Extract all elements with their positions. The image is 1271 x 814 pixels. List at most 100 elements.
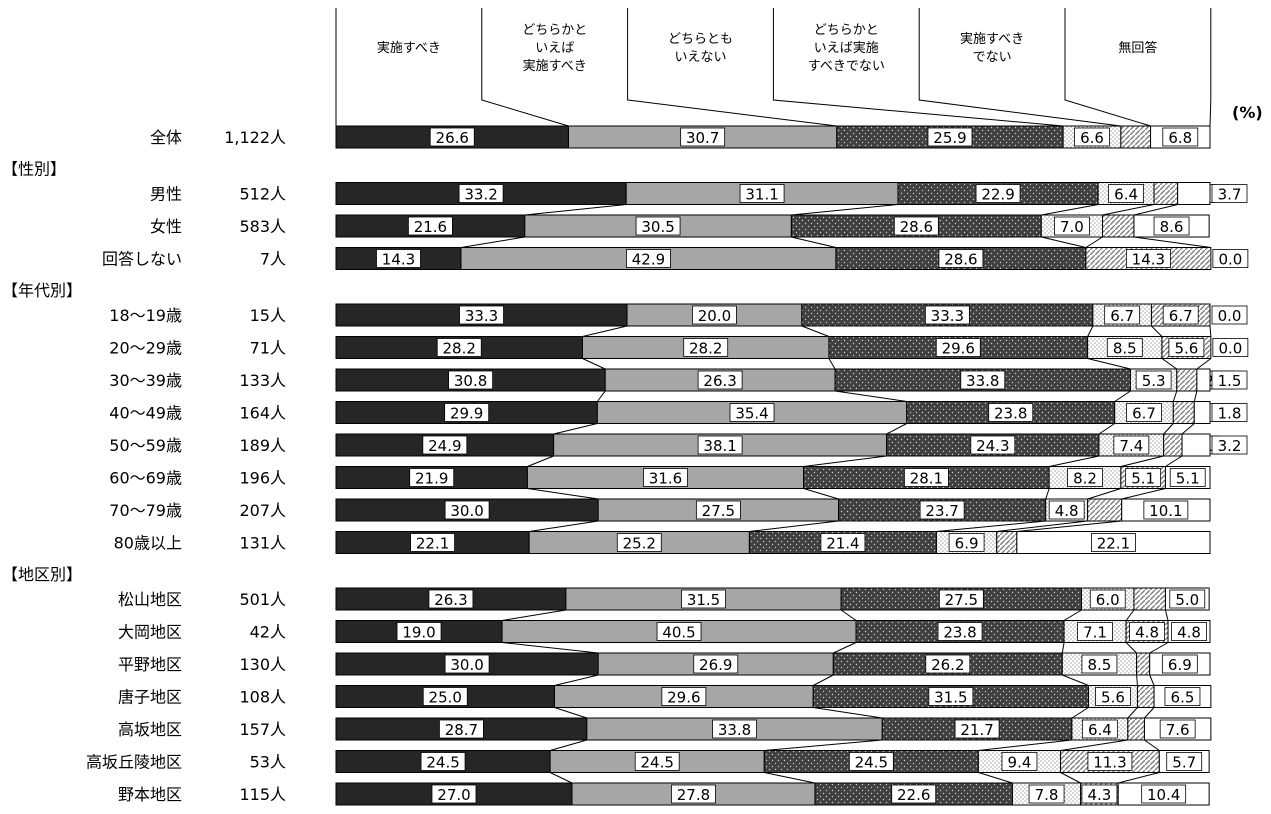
data-label-box <box>1048 500 1085 520</box>
connector-line <box>996 520 1088 532</box>
data-label-box <box>1104 305 1141 325</box>
connector-line <box>460 236 525 248</box>
data-label: 28.2 <box>689 340 722 358</box>
data-label: 7.4 <box>1119 437 1143 455</box>
bar-segment <box>1133 587 1166 611</box>
data-label-box <box>692 305 737 325</box>
data-label: 30.0 <box>450 502 483 520</box>
bar-segment <box>996 531 1018 554</box>
connector-line <box>1063 609 1082 621</box>
data-label: 33.3 <box>465 307 498 325</box>
connector-line <box>834 390 907 402</box>
bar-segment <box>1172 401 1195 424</box>
data-label: 9.4 <box>1008 754 1032 772</box>
data-label: 8.6 <box>1160 218 1184 236</box>
header-divider-line <box>772 8 1064 127</box>
legend-entry: どちらかと <box>522 23 587 38</box>
data-label-box <box>376 249 421 268</box>
row-label: 18～19歳 <box>109 306 182 325</box>
data-label: 21.6 <box>414 218 447 236</box>
data-label-box <box>1212 338 1249 357</box>
data-label-box <box>975 184 1021 203</box>
data-label: 27.5 <box>702 502 735 520</box>
data-label-box <box>1162 127 1199 147</box>
data-label-box <box>1135 370 1172 390</box>
row-label: 唐子地区 <box>118 688 182 707</box>
data-label: 26.6 <box>436 129 469 147</box>
data-label-box <box>1211 305 1248 325</box>
connector-line <box>1133 236 1211 248</box>
group-heading: 【性別】 <box>2 160 66 179</box>
data-label-box <box>924 305 970 325</box>
data-label-box <box>436 338 482 357</box>
row-label: 50～59歳 <box>109 436 182 455</box>
connector-line <box>764 772 816 784</box>
legend-entry: どちらとも <box>668 32 733 47</box>
data-label-box <box>1081 784 1118 804</box>
data-label: 33.8 <box>966 372 999 390</box>
data-label-box <box>1108 184 1144 203</box>
connector-line <box>1125 642 1137 654</box>
connector-line <box>886 423 907 435</box>
connector-line <box>1172 390 1178 402</box>
row-count: 512人 <box>239 185 286 204</box>
data-label: 7.6 <box>1166 721 1190 739</box>
data-label-box <box>439 719 484 739</box>
data-label-box <box>635 216 681 236</box>
row-label: 野本地区 <box>118 785 182 804</box>
bar-segment <box>1101 214 1135 238</box>
data-label-box <box>1126 403 1162 422</box>
connector-line <box>1061 642 1065 654</box>
data-label: 29.9 <box>450 405 483 423</box>
data-label: 14.3 <box>382 251 415 269</box>
connector-line <box>833 642 857 654</box>
data-label-box <box>656 622 702 641</box>
data-label-box <box>458 184 504 203</box>
data-label: 24.5 <box>640 754 673 772</box>
connector-line <box>1125 609 1135 621</box>
data-label: 5.7 <box>1172 754 1196 772</box>
legend-entry: いえば実施 <box>814 40 879 56</box>
unit-label: (%) <box>1232 103 1263 122</box>
connector-line <box>840 609 857 621</box>
data-label: 11.3 <box>1093 754 1126 772</box>
data-label: 22.1 <box>1097 535 1130 553</box>
data-label-box <box>1141 784 1187 804</box>
connector-line <box>582 358 606 370</box>
connector-line <box>502 642 599 654</box>
data-label-box <box>693 654 739 674</box>
row-count: 131人 <box>239 534 286 553</box>
data-label-box <box>1168 338 1205 357</box>
data-label-box <box>1166 752 1203 771</box>
legend-entry: いえない <box>674 50 726 65</box>
connector-line <box>1127 707 1138 719</box>
connector-line <box>1016 520 1122 532</box>
connector-line <box>1087 358 1131 370</box>
row-count: 583人 <box>239 217 286 236</box>
data-label: 21.7 <box>960 721 993 739</box>
data-label-box <box>970 435 1016 455</box>
data-label: 33.2 <box>464 186 497 204</box>
connector-line <box>1121 488 1166 500</box>
data-label-box <box>1212 249 1249 268</box>
data-label: 0.0 <box>1218 307 1242 325</box>
data-label-box <box>712 719 757 739</box>
data-label-box <box>1153 216 1190 236</box>
data-label: 40.5 <box>662 624 695 642</box>
data-label: 28.1 <box>910 470 943 488</box>
data-label: 5.1 <box>1176 470 1200 488</box>
data-label: 10.4 <box>1147 786 1180 804</box>
data-label: 26.2 <box>931 656 964 674</box>
data-label: 14.3 <box>1132 251 1165 269</box>
connector-line <box>828 358 836 370</box>
row-count: 133人 <box>239 371 286 390</box>
row-count: 7人 <box>260 250 286 269</box>
data-label-box <box>820 533 866 552</box>
connector-line <box>1062 674 1089 686</box>
row-count: 501人 <box>239 590 286 609</box>
row-count: 15人 <box>250 306 286 325</box>
data-label: 6.6 <box>1080 129 1104 147</box>
data-label: 29.6 <box>942 340 975 358</box>
data-label: 24.3 <box>976 437 1009 455</box>
data-label: 5.3 <box>1142 372 1166 390</box>
